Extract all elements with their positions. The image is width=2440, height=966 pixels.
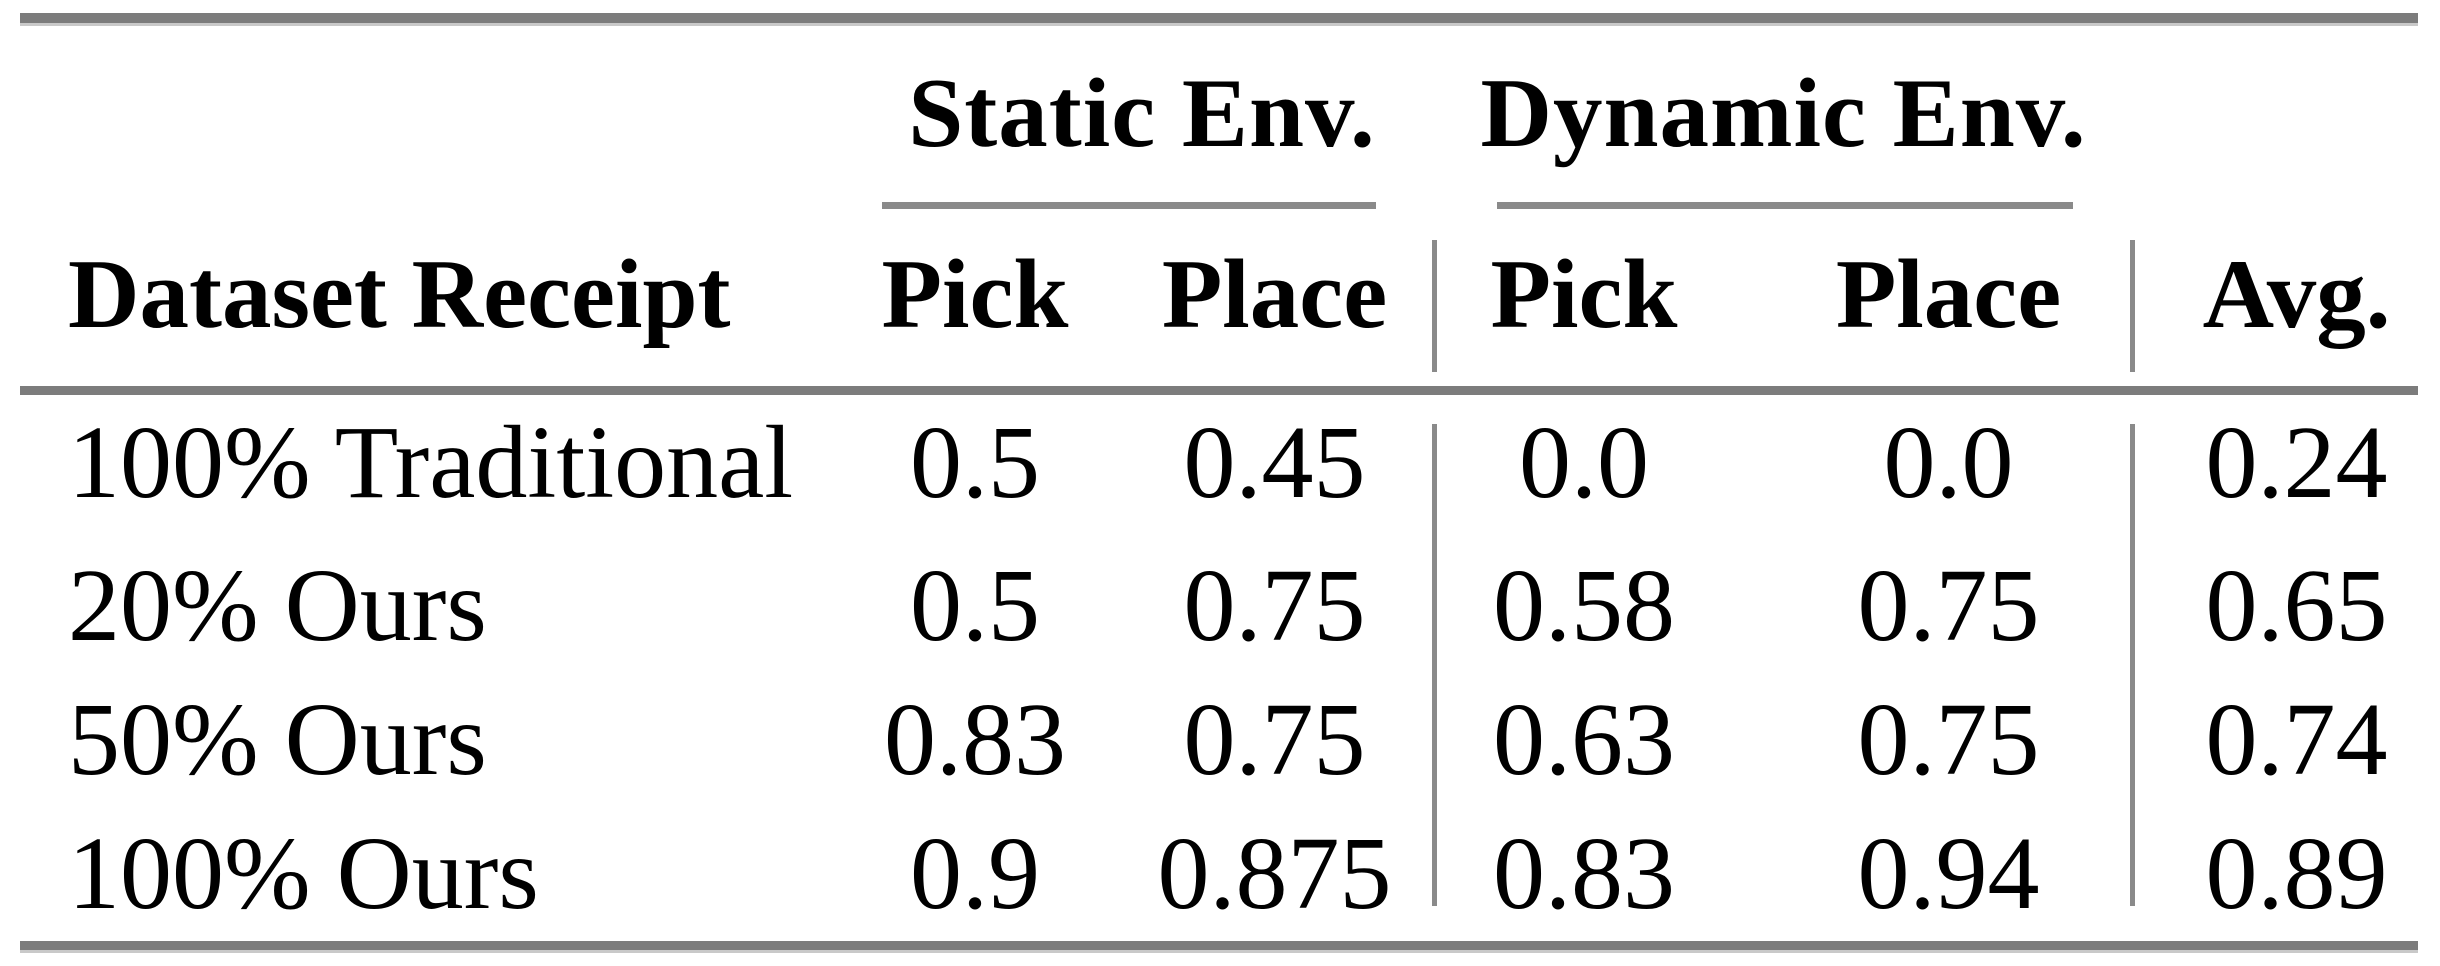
- body-vertical-separator-2: [2130, 424, 2135, 906]
- cell-static-pick: 0.9: [910, 815, 1040, 931]
- table-row: 100% Traditional 0.5 0.45 0.0 0.0 0.24: [20, 386, 2420, 538]
- column-group-header-row: Static Env. Dynamic Env.: [20, 23, 2420, 203]
- cell-dynamic-pick: 0.83: [1493, 815, 1676, 931]
- col-header-dataset-receipt: Dataset Receipt: [68, 240, 731, 349]
- cell-static-pick: 0.5: [910, 547, 1040, 663]
- cell-dynamic-place: 0.94: [1857, 815, 2040, 931]
- static-env-cmidrule: [882, 202, 1376, 209]
- table-row: 50% Ours 0.83 0.75 0.63 0.75 0.74: [20, 672, 2420, 806]
- cell-avg: 0.65: [2205, 547, 2388, 663]
- header-vertical-separator-1: [1432, 240, 1437, 372]
- col-header-avg: Avg.: [2202, 240, 2391, 349]
- table-mid-rule: [20, 386, 2418, 395]
- col-header-dynamic-place: Place: [1835, 240, 2062, 349]
- table-row: 20% Ours 0.5 0.75 0.58 0.75 0.65: [20, 538, 2420, 672]
- col-header-dynamic-pick: Pick: [1490, 240, 1678, 349]
- table-row: 100% Ours 0.9 0.875 0.83 0.94 0.89: [20, 806, 2420, 940]
- cell-static-pick: 0.83: [884, 681, 1066, 797]
- cell-avg: 0.24: [2205, 404, 2388, 520]
- cell-static-place: 0.75: [1183, 547, 1366, 663]
- col-header-static-place: Place: [1161, 240, 1388, 349]
- header-vertical-separator-2: [2130, 240, 2135, 372]
- cell-static-place: 0.875: [1157, 815, 1392, 931]
- results-table: Static Env. Dynamic Env. Dataset Receipt…: [20, 23, 2420, 940]
- cell-static-pick: 0.5: [910, 404, 1040, 520]
- cell-dynamic-place: 0.75: [1857, 681, 2040, 797]
- row-label: 100% Ours: [68, 815, 539, 931]
- cell-dynamic-place: 0.75: [1857, 547, 2040, 663]
- row-label: 50% Ours: [68, 681, 487, 797]
- cell-static-place: 0.75: [1183, 681, 1366, 797]
- cell-static-place: 0.45: [1183, 404, 1366, 520]
- column-header-row: Dataset Receipt Pick Place Pick Place Av…: [20, 203, 2420, 386]
- row-label: 20% Ours: [68, 547, 487, 663]
- cell-dynamic-pick: 0.0: [1519, 404, 1650, 520]
- body-vertical-separator-1: [1432, 424, 1437, 906]
- dynamic-env-cmidrule: [1497, 202, 2073, 209]
- cell-dynamic-pick: 0.63: [1493, 681, 1676, 797]
- cell-avg: 0.89: [2205, 815, 2388, 931]
- dynamic-env-group-header: Dynamic Env.: [1480, 58, 2087, 168]
- static-env-group-header: Static Env.: [908, 58, 1376, 168]
- cell-dynamic-place: 0.0: [1883, 404, 2014, 520]
- table-top-rule: [20, 13, 2418, 23]
- empty-corner-cell: [20, 23, 880, 203]
- cell-avg: 0.74: [2205, 681, 2388, 797]
- table-bottom-rule: [20, 941, 2418, 950]
- empty-avg-header-cell: [2133, 23, 2420, 203]
- row-label: 100% Traditional: [68, 404, 794, 520]
- cell-dynamic-pick: 0.58: [1493, 547, 1676, 663]
- col-header-static-pick: Pick: [881, 240, 1069, 349]
